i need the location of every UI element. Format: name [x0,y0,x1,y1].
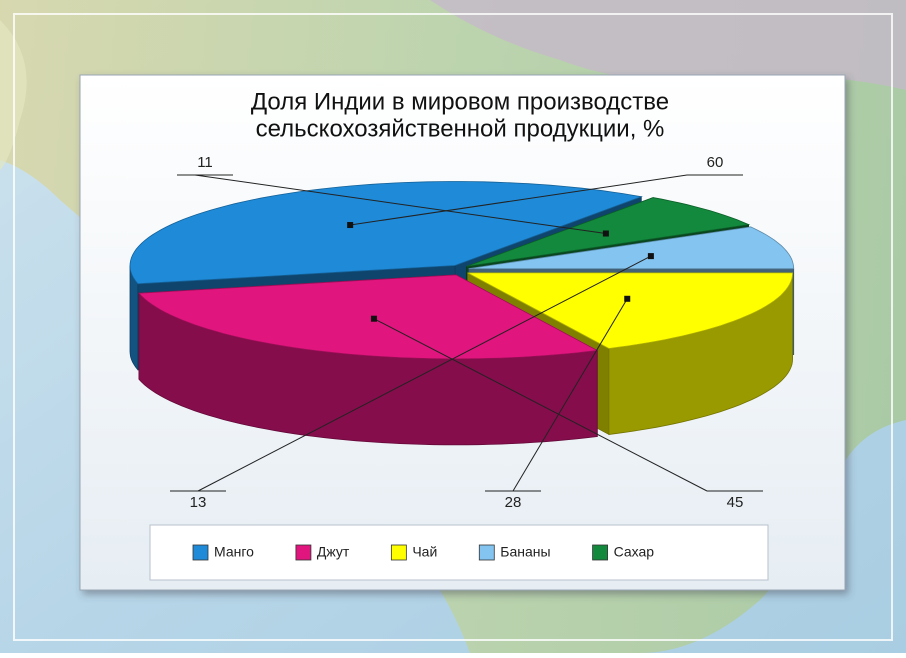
legend-label: Чай [412,544,437,560]
legend-label: Сахар [614,544,655,560]
page: Доля Индии в мировом производстве сельск… [0,0,906,653]
leader-dot [347,222,353,228]
legend-label: Бананы [500,544,550,560]
leader-dot [624,296,630,302]
chart-title: сельскохозяйственной продукции, % [256,115,665,142]
data-label: 11 [197,154,213,171]
chart: Доля Индии в мировом производстве сельск… [0,0,906,653]
legend-swatch [193,545,208,560]
legend-label: Джут [317,544,350,560]
leader-dot [603,231,609,237]
leader-dot [648,253,654,259]
data-label: 13 [190,494,207,511]
chart-title: Доля Индии в мировом производстве [251,88,669,115]
legend-swatch [479,545,494,560]
legend-swatch [593,545,608,560]
data-label: 60 [707,154,724,171]
data-label: 28 [505,494,522,511]
legend-swatch [296,545,311,560]
leader-dot [371,316,377,322]
legend-label: Манго [214,544,254,560]
data-label: 45 [727,494,744,511]
legend-swatch [391,545,406,560]
